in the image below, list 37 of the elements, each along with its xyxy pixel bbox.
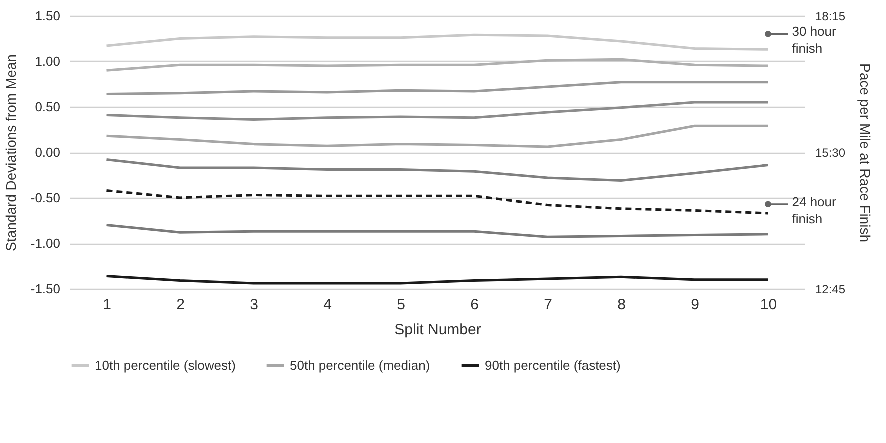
line-series bbox=[106, 81, 770, 96]
x-tick-label: 4 bbox=[324, 296, 332, 314]
y-tick-label: 0.00 bbox=[35, 145, 60, 160]
y-tick-label: -0.50 bbox=[30, 190, 60, 206]
legend-label: 90th percentile (fastest) bbox=[485, 358, 621, 373]
y2-axis-title: Pace per Mile at Race Finish bbox=[858, 64, 874, 242]
y2-tick-label: 18:15 bbox=[816, 10, 846, 24]
x-tick-label: 3 bbox=[250, 296, 258, 314]
legend-label: 50th percentile (median) bbox=[290, 358, 430, 373]
x-axis-title: Split Number bbox=[394, 322, 482, 338]
x-tick-label: 10 bbox=[760, 296, 778, 314]
x-tick-label: 7 bbox=[544, 296, 552, 314]
y2-tick-label: 15:30 bbox=[816, 146, 846, 160]
x-tick-label: 1 bbox=[103, 296, 112, 314]
y-tick-label: 1.00 bbox=[35, 54, 60, 69]
y-tick-label: 0.50 bbox=[35, 100, 60, 114]
y-tick-label: -1.50 bbox=[30, 282, 60, 296]
x-tick-label: 2 bbox=[176, 296, 185, 314]
line-series bbox=[106, 34, 770, 51]
legend-label: 10th percentile (slowest) bbox=[95, 358, 236, 373]
line-series bbox=[106, 275, 770, 285]
line-series bbox=[106, 158, 770, 182]
line-series bbox=[106, 101, 770, 121]
line-series bbox=[106, 58, 770, 72]
y-tick-label: -1.00 bbox=[30, 236, 60, 251]
y-axis-title: Standard Deviations from Mean bbox=[2, 54, 19, 252]
line-series bbox=[106, 189, 770, 215]
line-series bbox=[106, 224, 770, 238]
y2-tick-label: 12:45 bbox=[816, 282, 846, 296]
x-tick-label: 5 bbox=[397, 296, 406, 314]
x-tick-label: 9 bbox=[691, 296, 700, 314]
annotation: 24 hour finish bbox=[792, 194, 838, 226]
line-series bbox=[106, 124, 770, 148]
x-tick-label: 8 bbox=[618, 296, 626, 314]
y-tick-label: 1.50 bbox=[35, 8, 60, 24]
x-tick-label: 6 bbox=[470, 296, 479, 314]
annotation: 30 hour finish bbox=[792, 24, 838, 56]
